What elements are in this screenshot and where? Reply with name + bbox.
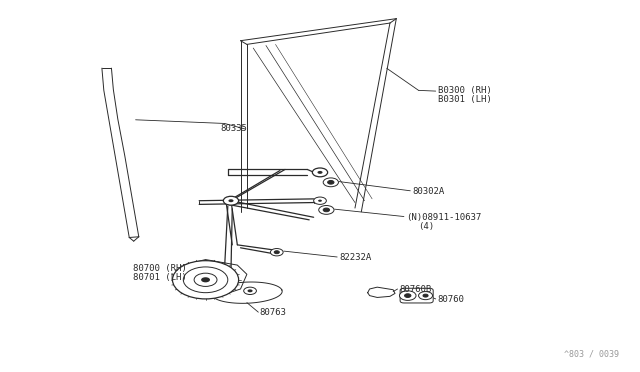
Circle shape <box>314 197 326 204</box>
FancyBboxPatch shape <box>400 288 433 303</box>
Text: 80763: 80763 <box>260 308 287 317</box>
Circle shape <box>183 267 228 293</box>
Text: B0301 (LH): B0301 (LH) <box>438 95 492 104</box>
Text: 82232A: 82232A <box>339 253 371 262</box>
Circle shape <box>404 294 411 298</box>
Circle shape <box>223 196 239 205</box>
Circle shape <box>419 292 433 300</box>
Circle shape <box>323 208 330 212</box>
Text: B0300 (RH): B0300 (RH) <box>438 86 492 95</box>
Circle shape <box>201 277 210 282</box>
Circle shape <box>312 168 328 177</box>
Circle shape <box>194 273 217 286</box>
Circle shape <box>173 261 239 299</box>
Text: ^803 / 0039: ^803 / 0039 <box>564 350 619 359</box>
Circle shape <box>248 289 253 292</box>
Text: 80700 (RH): 80700 (RH) <box>132 264 186 273</box>
Circle shape <box>317 171 323 174</box>
Text: (4): (4) <box>419 222 435 231</box>
Text: 80335: 80335 <box>220 125 247 134</box>
Text: (N)08911-10637: (N)08911-10637 <box>406 213 481 222</box>
Circle shape <box>228 199 234 202</box>
Circle shape <box>271 248 283 256</box>
Circle shape <box>323 178 339 187</box>
Text: 80760: 80760 <box>438 295 465 304</box>
Text: 80760B: 80760B <box>399 285 432 294</box>
Circle shape <box>318 200 322 202</box>
Circle shape <box>399 291 416 301</box>
Circle shape <box>244 287 257 295</box>
Circle shape <box>328 180 334 184</box>
Text: 80302A: 80302A <box>412 187 444 196</box>
Text: 80701 (LH): 80701 (LH) <box>132 273 186 282</box>
Circle shape <box>423 294 428 297</box>
Circle shape <box>274 251 279 254</box>
Circle shape <box>319 205 334 214</box>
